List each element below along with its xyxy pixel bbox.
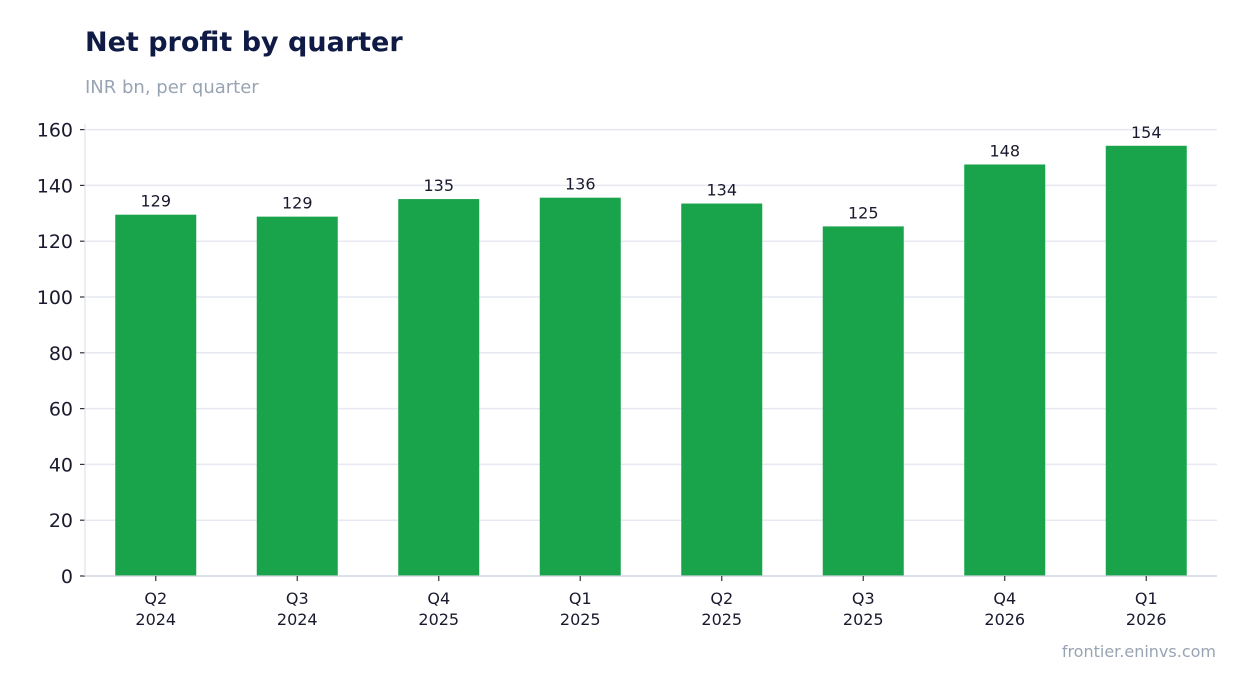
x-tick-label-quarter: Q4 xyxy=(427,589,450,608)
bar xyxy=(822,226,904,576)
data-label: 136 xyxy=(565,175,596,194)
bar xyxy=(964,164,1046,576)
data-label: 125 xyxy=(848,203,879,222)
data-label: 129 xyxy=(140,192,171,211)
x-tick-label-year: 2025 xyxy=(418,610,459,629)
x-tick-label-quarter: Q2 xyxy=(710,589,733,608)
y-tick-label: 40 xyxy=(49,454,73,476)
bar xyxy=(1105,145,1187,577)
x-tick-label-year: 2024 xyxy=(135,610,176,629)
x-tick-label-year: 2024 xyxy=(277,610,318,629)
data-label: 154 xyxy=(1131,123,1162,142)
x-tick-label-year: 2025 xyxy=(560,610,601,629)
data-label: 134 xyxy=(706,181,737,200)
x-tick-label-quarter: Q4 xyxy=(993,589,1016,608)
bar xyxy=(539,197,621,576)
x-tick-label-year: 2026 xyxy=(984,610,1025,629)
x-tick-label-quarter: Q3 xyxy=(286,589,309,608)
y-tick-label: 100 xyxy=(37,287,73,309)
bars: 129 129 135 136 134 125 148 154 xyxy=(115,123,1187,577)
bar xyxy=(398,199,480,577)
y-tick-label: 60 xyxy=(49,399,73,421)
chart-subtitle: INR bn, per quarter xyxy=(85,77,259,98)
bar xyxy=(256,216,338,576)
y-tick-label: 120 xyxy=(37,231,73,253)
x-tick-label-year: 2025 xyxy=(843,610,884,629)
data-label: 129 xyxy=(282,194,313,213)
x-tick-label-year: 2026 xyxy=(1126,610,1167,629)
source-label: frontier.eninvs.com xyxy=(1061,642,1216,661)
gridlines xyxy=(85,128,1217,577)
y-tick-label: 0 xyxy=(61,566,73,588)
y-tick-label: 160 xyxy=(37,120,73,142)
x-tick-label-quarter: Q1 xyxy=(569,589,592,608)
y-tick-label: 140 xyxy=(37,175,73,197)
x-axis: Q2 2024 Q3 2024 Q4 2025 Q1 2025 Q2 2025 Q3 2025 Q4 20… xyxy=(85,575,1217,629)
y-tick-label: 80 xyxy=(49,343,73,365)
x-tick-label-year: 2025 xyxy=(701,610,742,629)
x-tick-label-quarter: Q2 xyxy=(144,589,167,608)
y-tick-label: 20 xyxy=(49,510,73,532)
data-label: 148 xyxy=(989,141,1020,160)
y-axis: 0 20 40 60 80 100 120 140 160 xyxy=(37,120,86,588)
bar xyxy=(681,203,763,576)
bar xyxy=(115,214,197,576)
data-label: 135 xyxy=(423,176,454,195)
chart-title: Net profit by quarter xyxy=(85,27,403,58)
x-tick-label-quarter: Q1 xyxy=(1135,589,1158,608)
x-tick-label-quarter: Q3 xyxy=(852,589,875,608)
